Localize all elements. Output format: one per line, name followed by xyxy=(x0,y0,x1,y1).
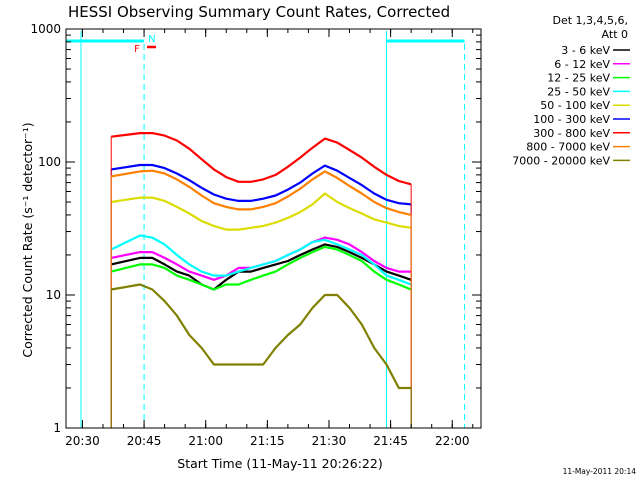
series-layer xyxy=(110,132,412,428)
legend-header-line-2: Att 0 xyxy=(602,28,628,41)
chart-title: HESSI Observing Summary Count Rates, Cor… xyxy=(68,3,450,21)
legend-label-3: 25 - 50 keV xyxy=(547,85,610,98)
x-tick-label: 21:30 xyxy=(312,434,347,448)
legend-header-line-1: Det 1,3,4,5,6, xyxy=(552,14,628,27)
series-line-0 xyxy=(110,243,412,291)
series-line-8 xyxy=(111,283,412,390)
y-tick-label: 1000 xyxy=(30,22,61,36)
x-axis: 20:30 20:45 21:00 21:15 21:30 21:45 22:00 xyxy=(65,29,474,448)
legend-label-5: 100 - 300 keV xyxy=(533,113,610,126)
legend-label-6: 300 - 800 keV xyxy=(533,127,610,140)
x-axis-label: Start Time (11-May-11 20:26:22) xyxy=(177,456,382,471)
legend-label-4: 50 - 100 keV xyxy=(540,99,610,112)
legend-label-0: 3 - 6 keV xyxy=(561,44,610,57)
y-axis: 1 10 100 1000 xyxy=(30,22,481,435)
y-axis-label: Corrected Count Rate (s⁻¹ detector⁻¹) xyxy=(20,122,35,357)
x-tick-label: 21:00 xyxy=(188,434,223,448)
x-tick-label: 21:15 xyxy=(250,434,285,448)
y-tick-label: 100 xyxy=(38,155,61,169)
y-tick-label: 1 xyxy=(53,421,61,435)
x-tick-label: 20:30 xyxy=(65,434,100,448)
plot-frame xyxy=(65,28,482,429)
series-line-2 xyxy=(110,245,412,291)
x-tick-label: 21:45 xyxy=(373,434,408,448)
series-line-4 xyxy=(111,192,412,231)
legend-label-1: 6 - 12 keV xyxy=(554,58,610,71)
legend-label-7: 800 - 7000 keV xyxy=(526,141,610,154)
time-guides: FN xyxy=(66,31,466,428)
flag-label-f: F xyxy=(134,44,140,55)
generation-timestamp: 11-May-2011 20:14 xyxy=(563,467,637,476)
y-tick-label: 10 xyxy=(46,288,61,302)
series-line-3 xyxy=(110,234,412,286)
series-line-6 xyxy=(111,132,412,186)
legend-label-8: 7000 - 20000 keV xyxy=(512,154,610,167)
flag-label-n: N xyxy=(148,34,155,45)
legend-label-2: 12 - 25 keV xyxy=(547,72,610,85)
plot-border xyxy=(65,28,482,429)
x-tick-label: 22:00 xyxy=(435,434,470,448)
x-tick-label: 20:45 xyxy=(127,434,162,448)
series-line-7 xyxy=(111,169,412,216)
series-line-5 xyxy=(111,163,412,206)
